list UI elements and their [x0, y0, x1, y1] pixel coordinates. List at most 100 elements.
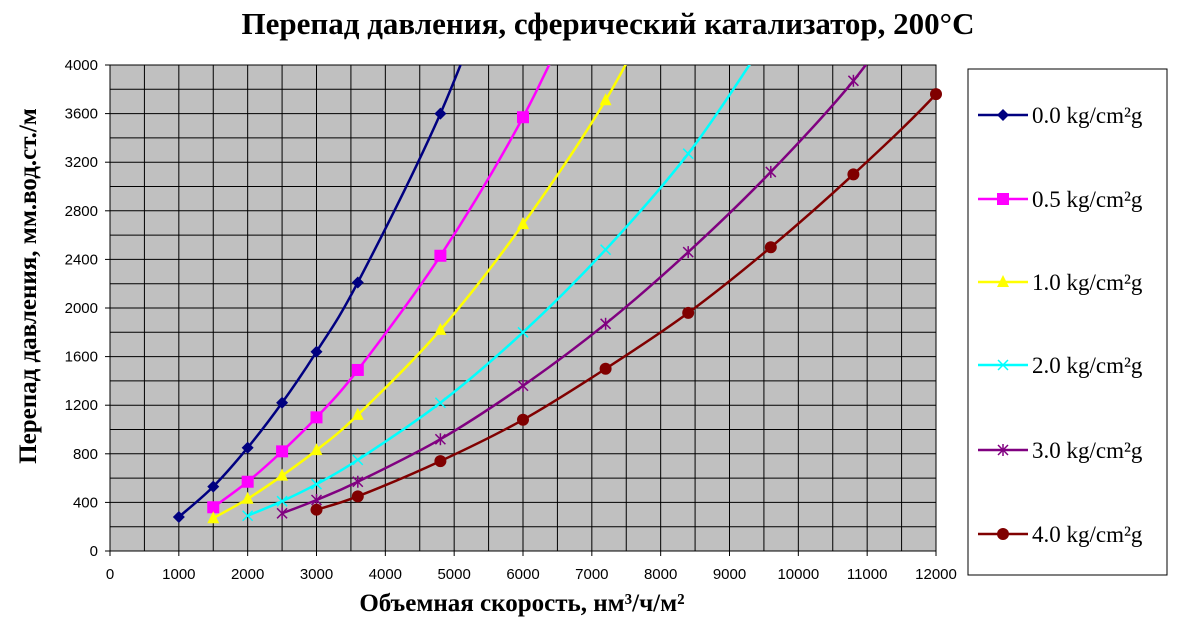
legend-label: 2.0 kg/cm²g	[1032, 353, 1143, 378]
y-tick-label: 1600	[65, 349, 98, 366]
series-4	[276, 65, 868, 520]
data-point	[351, 407, 364, 420]
legend-label: 4.0 kg/cm²g	[1032, 522, 1143, 547]
data-point	[352, 475, 364, 488]
x-tick-label: 9000	[713, 566, 746, 583]
series-line	[316, 92, 936, 511]
series-line	[281, 65, 868, 515]
data-point	[434, 322, 447, 335]
x-tick-label: 4000	[369, 566, 402, 583]
legend-marker	[997, 275, 1009, 287]
data-point	[434, 433, 446, 446]
x-tick-label: 12000	[915, 566, 957, 583]
data-point	[682, 306, 695, 319]
x-tick-label: 8000	[644, 566, 677, 583]
data-point	[351, 490, 364, 503]
legend-label: 3.0 kg/cm²g	[1032, 438, 1143, 463]
data-point	[310, 443, 323, 456]
legend-item: 2.0 kg/cm²g	[978, 353, 1143, 378]
data-point	[764, 241, 777, 254]
x-tick-label: 2000	[231, 566, 264, 583]
data-point	[276, 468, 289, 481]
data-point	[172, 510, 185, 523]
data-point	[434, 107, 447, 120]
x-tick-label: 10000	[777, 566, 819, 583]
data-point	[241, 441, 254, 454]
data-point	[600, 244, 612, 256]
legend-item: 1.0 kg/cm²g	[978, 270, 1143, 295]
series-1	[207, 65, 551, 514]
data-point	[434, 397, 446, 409]
legend-item: 0.0 kg/cm²g	[978, 103, 1143, 128]
series-2	[207, 65, 627, 524]
legend-label: 1.0 kg/cm²g	[1032, 270, 1143, 295]
data-point	[434, 455, 447, 468]
data-point	[241, 491, 254, 504]
data-point	[207, 480, 220, 493]
x-tick-label: 1000	[162, 566, 195, 583]
data-point	[599, 93, 612, 106]
data-point	[847, 168, 860, 181]
data-point	[310, 411, 323, 424]
y-tick-label: 800	[73, 446, 98, 463]
series-line	[247, 65, 751, 517]
data-point	[600, 317, 612, 330]
data-point	[310, 345, 323, 358]
data-point	[517, 111, 529, 124]
data-point	[310, 503, 323, 516]
series-3	[242, 65, 751, 522]
x-tick-label: 5000	[437, 566, 470, 583]
data-point	[765, 165, 777, 178]
data-point	[351, 276, 364, 289]
data-point	[276, 396, 289, 409]
legend-label: 0.5 kg/cm²g	[1032, 187, 1143, 212]
data-point	[517, 413, 529, 426]
legend-marker	[997, 444, 1009, 456]
y-tick-label: 1200	[65, 397, 98, 414]
data-point	[517, 326, 529, 338]
legend-item: 3.0 kg/cm²g	[978, 438, 1143, 463]
legend-marker	[997, 109, 1009, 121]
y-tick-label: 2400	[65, 251, 98, 268]
x-tick-label: 7000	[575, 566, 608, 583]
series-5	[310, 88, 942, 516]
y-tick-label: 2800	[65, 203, 98, 220]
data-point	[310, 478, 323, 490]
data-point	[207, 501, 220, 514]
data-point	[847, 74, 859, 87]
y-tick-label: 4000	[65, 57, 98, 74]
y-tick-label: 400	[73, 494, 98, 511]
x-tick-label: 11000	[847, 566, 888, 583]
y-tick-label: 3200	[65, 154, 98, 171]
x-tick-label: 3000	[300, 566, 333, 583]
data-point	[434, 249, 447, 262]
x-tick-label: 6000	[506, 566, 539, 583]
data-point	[241, 475, 254, 488]
legend: 0.0 kg/cm²g 0.5 kg/cm²g 1.0 kg/cm²g 2.0 kg/…	[967, 68, 1168, 576]
data-point	[351, 363, 364, 376]
data-point	[517, 217, 529, 230]
legend-marker	[997, 528, 1009, 540]
data-point	[276, 507, 288, 520]
data-point	[599, 362, 612, 375]
series-0	[172, 65, 462, 523]
legend-item: 4.0 kg/cm²g	[978, 522, 1143, 547]
data-point	[682, 148, 694, 160]
data-point	[517, 379, 529, 392]
data-point	[207, 511, 220, 524]
data-point	[276, 495, 288, 507]
legend-item: 0.5 kg/cm²g	[978, 187, 1143, 212]
data-point	[682, 246, 694, 259]
x-tick-label: 0	[106, 566, 114, 583]
data-point	[930, 88, 942, 101]
y-tick-label: 3600	[65, 106, 98, 123]
chart-title: Перепад давления, сферический катализато…	[241, 6, 975, 41]
legend-marker	[997, 359, 1009, 371]
y-axis-title: Перепад давления, мм.вод.ст./м	[15, 108, 42, 464]
data-point	[352, 454, 364, 466]
y-tick-label: 2000	[65, 300, 98, 317]
legend-box	[967, 68, 1168, 576]
data-point	[276, 445, 289, 458]
legend-marker	[997, 193, 1009, 205]
